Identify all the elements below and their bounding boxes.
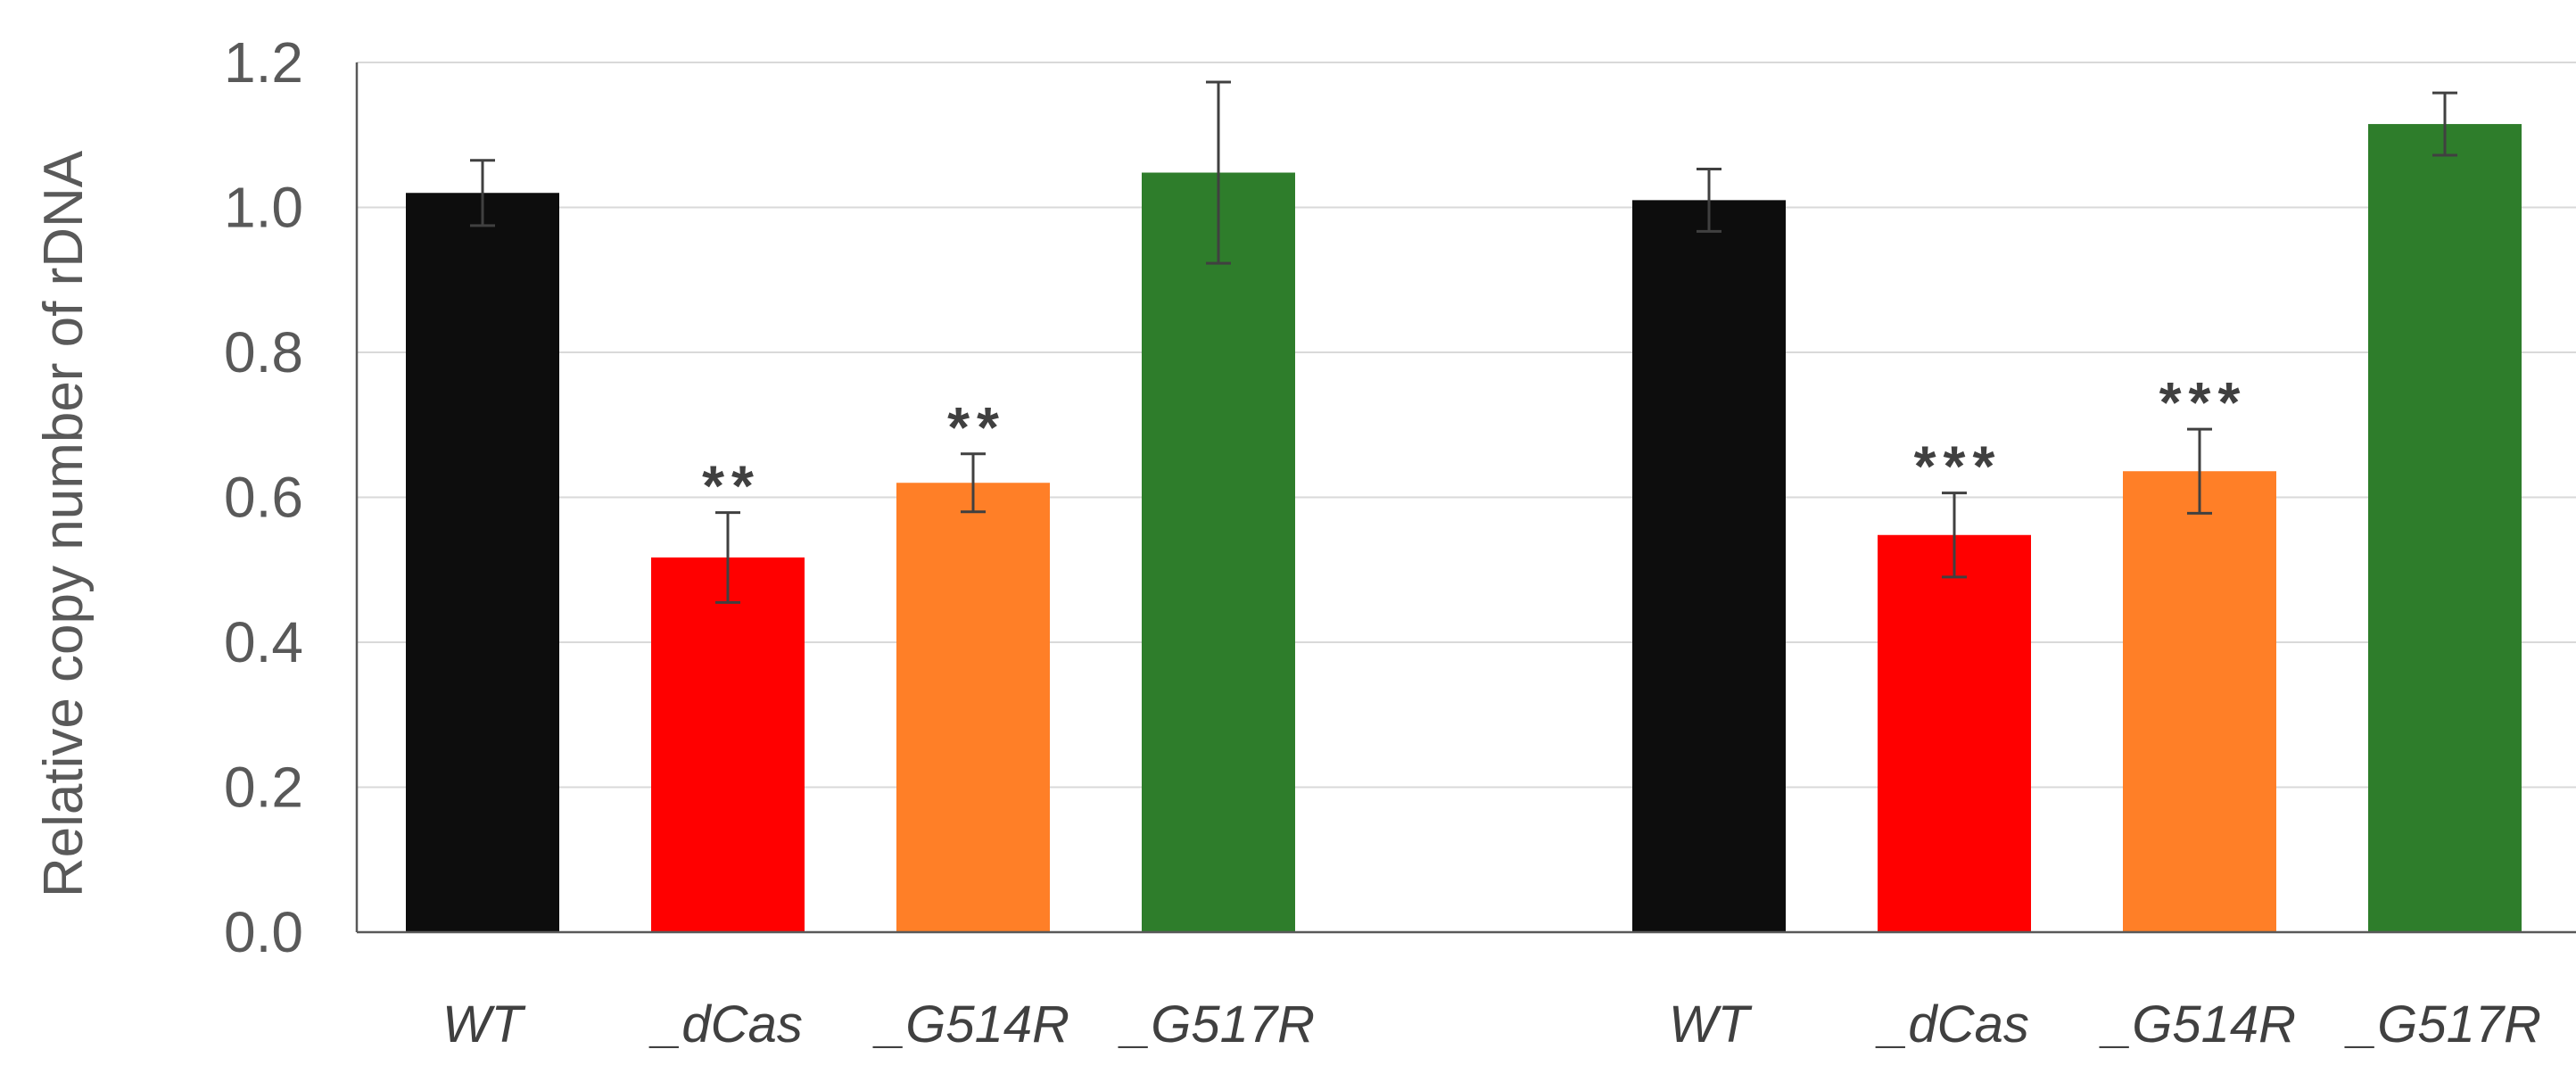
error-bar <box>2432 91 2457 157</box>
y-tick-label: 1.2 <box>224 30 303 95</box>
y-tick-label: 0.2 <box>224 756 303 820</box>
bars <box>406 124 2522 932</box>
error-bar <box>470 159 495 227</box>
significance-marker: ** <box>702 454 761 518</box>
x-tick-label: _G517R <box>2344 996 2541 1053</box>
bar-dcas <box>651 557 805 932</box>
bar-dcas <box>1878 534 2031 932</box>
bar-g514r <box>896 483 1050 932</box>
bar-g514r <box>2123 471 2276 932</box>
bar-wt <box>1632 200 1786 932</box>
x-tick-label: WT <box>1669 996 1753 1053</box>
x-tick-label: _dCas <box>648 996 803 1053</box>
significance-marker: ** <box>947 395 1006 459</box>
y-axis-ticks: 0.0 0.2 0.4 0.6 0.8 1.0 1.2 <box>224 30 303 964</box>
x-tick-label: _G517R <box>1118 996 1315 1053</box>
x-tick-label: WT <box>442 996 526 1053</box>
significance-marker: *** <box>1914 434 2002 499</box>
y-tick-label: 0.6 <box>224 466 303 530</box>
error-bar <box>715 511 740 604</box>
x-axis-labels: WT _dCas _G514R _G517R WT _dCas _G514R _G517R <box>442 996 2541 1053</box>
bar-g517r <box>2368 124 2522 932</box>
y-tick-label: 0.0 <box>224 900 303 964</box>
error-bar <box>2187 427 2212 515</box>
error-bar <box>1942 492 1967 579</box>
x-tick-label: _G514R <box>872 996 1069 1053</box>
error-bar <box>1697 167 1721 233</box>
error-bar <box>961 452 986 514</box>
y-tick-label: 0.4 <box>224 610 303 674</box>
bar-wt <box>406 193 559 932</box>
error-bar <box>1206 80 1231 265</box>
significance-markers: ********** <box>702 370 2248 518</box>
significance-marker: *** <box>2159 370 2248 434</box>
x-tick-label: _dCas <box>1875 996 2029 1053</box>
y-tick-label: 0.8 <box>224 320 303 384</box>
error-bars <box>470 80 2457 604</box>
bar-g517r <box>1142 172 1295 932</box>
y-axis-label: Relative copy number of rDNA <box>33 150 95 897</box>
x-tick-label: _G514R <box>2099 996 2296 1053</box>
y-tick-label: 1.0 <box>224 176 303 240</box>
